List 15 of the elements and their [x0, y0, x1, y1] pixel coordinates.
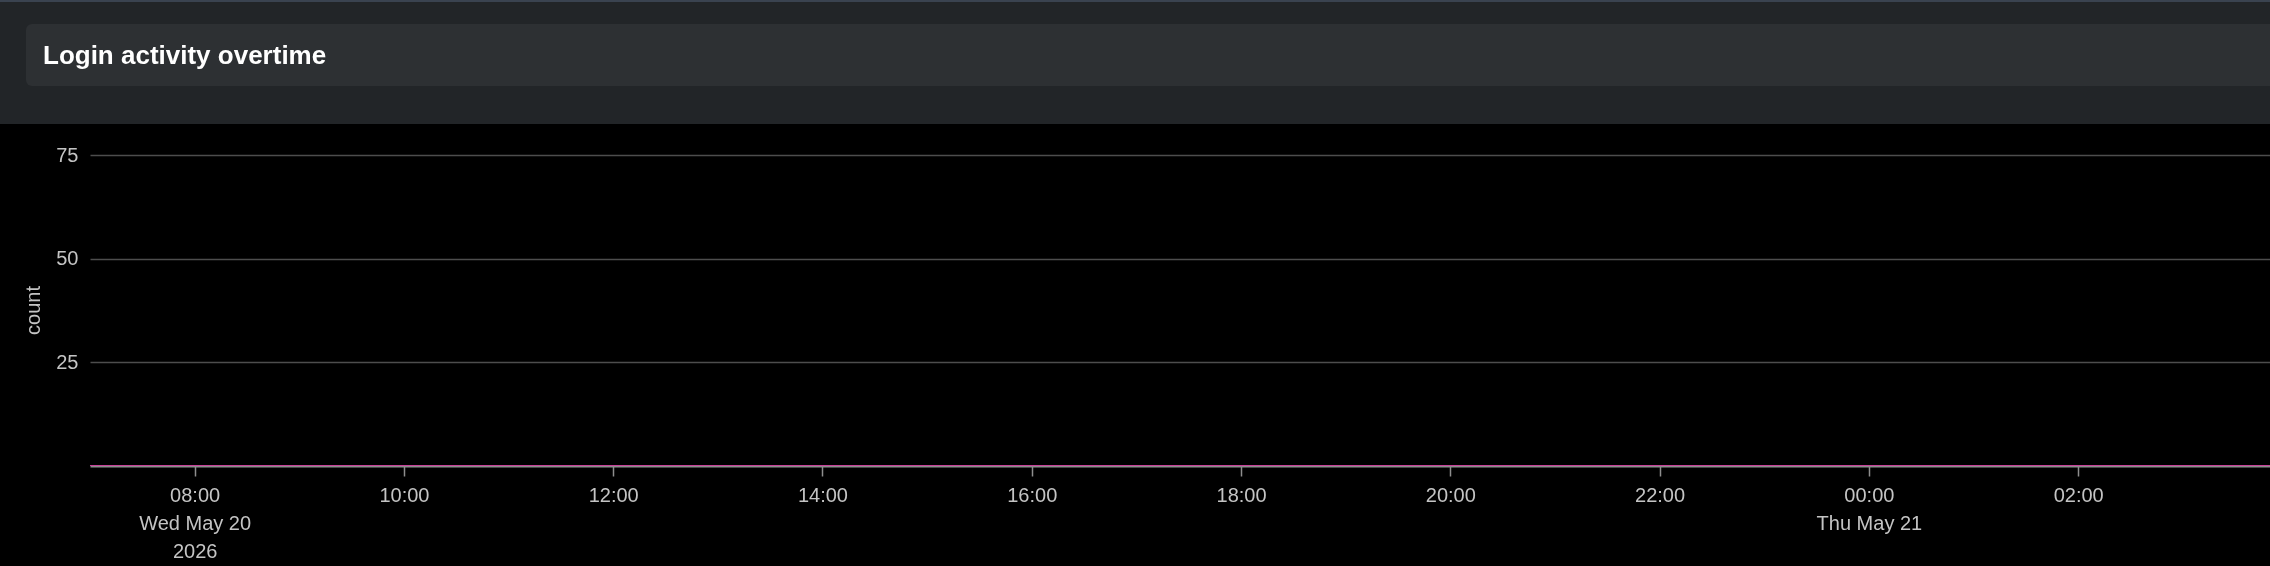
- y-tick-label: 25: [56, 350, 79, 373]
- y-axis-title: count: [21, 285, 44, 335]
- x-tick-label: 14:00: [797, 483, 849, 506]
- x-tick-label: 00:00 Thu May 21: [1816, 483, 1923, 534]
- x-tick-label: 12:00: [588, 483, 639, 506]
- x-tick-label: 20:00: [1425, 483, 1476, 506]
- y-tick-label: 50: [56, 247, 79, 270]
- x-tick-label: 18:00: [1216, 483, 1267, 506]
- x-tick-label: 08:00 Wed May 20 2026: [139, 483, 252, 562]
- x-tick-label: 02:00: [2053, 483, 2104, 506]
- chart-title: Login activity overtime: [43, 39, 327, 72]
- x-tick-label: 22:00: [1635, 483, 1686, 506]
- y-tick-label: 75: [56, 143, 79, 166]
- x-tick-label: 10:00: [379, 483, 430, 506]
- x-tick-label: 16:00: [1007, 483, 1058, 506]
